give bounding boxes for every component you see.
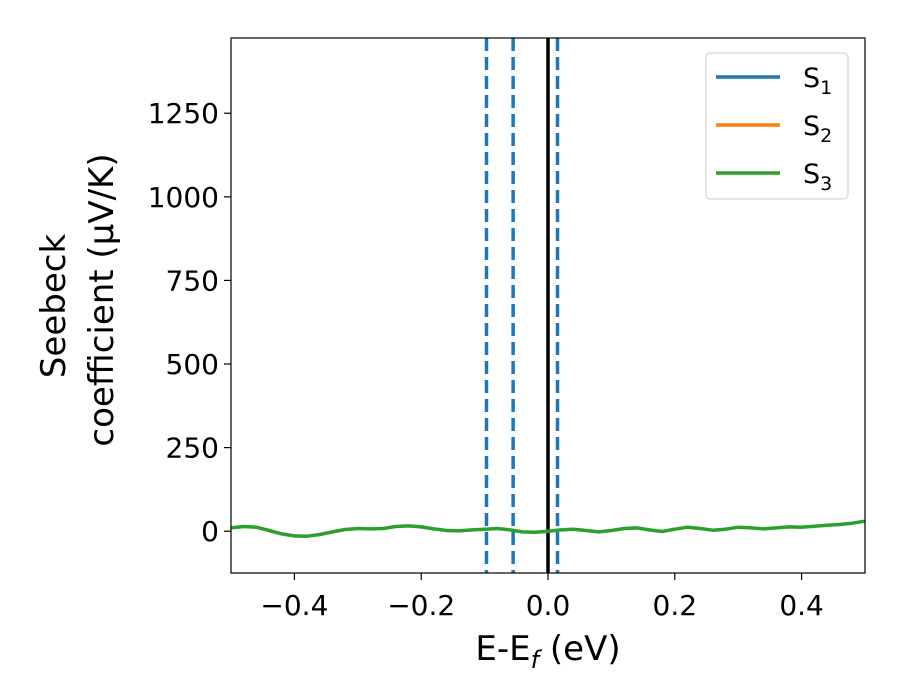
y-tick-label: 0 <box>201 515 219 548</box>
y-tick-label: 750 <box>166 264 219 297</box>
y-axis-label-line2: coefficient (μV/K) <box>82 153 122 446</box>
legend-label-S3: S3 <box>803 159 832 195</box>
legend-label-S2: S2 <box>803 111 832 147</box>
y-tick-label: 500 <box>166 348 219 381</box>
axis-ticks: −0.4 −0.2 0.0 0.2 0.4 0 250 500 750 1000 1250 <box>148 97 824 622</box>
y-axis-label-line1: Seebeck <box>34 234 74 379</box>
y-tick-label: 1250 <box>148 97 219 130</box>
y-tick-label: 250 <box>166 432 219 465</box>
x-tick-label: −0.4 <box>260 589 328 622</box>
legend-label-S1: S1 <box>803 63 832 99</box>
y-axis-label: Seebeck coefficient (μV/K) <box>34 153 122 446</box>
x-tick-label: 0.4 <box>779 589 824 622</box>
y-tick-label: 1000 <box>148 181 219 214</box>
x-tick-label: 0.2 <box>653 589 698 622</box>
x-tick-label: 0.0 <box>526 589 571 622</box>
x-tick-label: −0.2 <box>387 589 455 622</box>
legend: S1 S2 S3 <box>705 52 849 200</box>
plot-content <box>230 38 866 573</box>
series-line-S3 <box>230 519 866 538</box>
x-axis-label: E-Ef (eV) <box>475 629 620 674</box>
